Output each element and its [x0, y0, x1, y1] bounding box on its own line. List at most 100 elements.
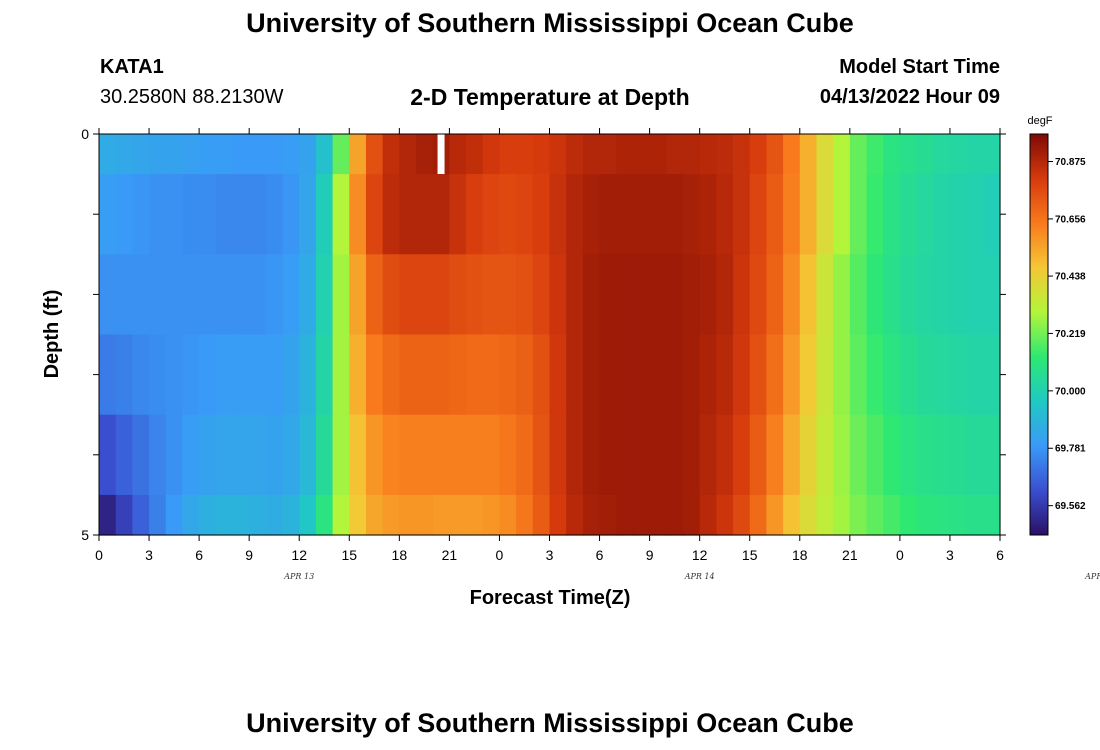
heatmap-cell [499, 334, 517, 416]
heatmap-cell [632, 494, 651, 536]
x-tick-label: 0 [95, 547, 103, 563]
heatmap-cell [449, 414, 467, 496]
heatmap-cell [265, 334, 284, 416]
heatmap-cell [682, 254, 701, 336]
heatmap-cell [199, 134, 217, 175]
heatmap-cell [699, 334, 717, 416]
heatmap-cell [699, 254, 717, 336]
heatmap-cell [315, 174, 334, 255]
heatmap-cell [282, 494, 300, 536]
heatmap-cell [883, 134, 901, 175]
heatmap-cell [499, 494, 517, 536]
colorbar-scale [1029, 133, 1049, 536]
heatmap-cell [349, 494, 367, 536]
heatmap-cell [599, 494, 617, 536]
heatmap-cell [482, 134, 501, 175]
heatmap-cell [182, 174, 200, 255]
heatmap-cell [299, 334, 317, 416]
heatmap-cell [299, 414, 317, 496]
heatmap-cell [165, 494, 184, 536]
heatmap-cell [616, 134, 634, 175]
heatmap-cell [432, 494, 450, 536]
heatmap-cell [682, 134, 701, 175]
heatmap-cell [349, 134, 367, 175]
heatmap-cell [866, 494, 884, 536]
heatmap-cell [349, 254, 367, 336]
heatmap-cell [983, 254, 1001, 336]
heatmap-cell [399, 414, 417, 496]
colorbar-tick-label: 70.219 [1055, 329, 1086, 340]
heatmap-cell [582, 134, 601, 175]
heatmap-cell [749, 254, 768, 336]
heatmap-cell [666, 334, 684, 416]
x-tick-label: 3 [546, 547, 554, 563]
heatmap-cell [165, 134, 184, 175]
x-tick-label: 21 [842, 547, 858, 563]
heatmap-cell [532, 414, 551, 496]
x-axis-ticks: 0 3 6 9 12 15 18 21 0 3 6 9 12 15 18 21 0 3 6 APR 13 APR 14 A… [95, 128, 1100, 581]
heatmap-cell [482, 334, 501, 416]
heatmap-cell [632, 174, 651, 255]
heatmap-cell [632, 134, 651, 175]
heatmap-cell [165, 254, 184, 336]
heatmap-cell [949, 174, 968, 255]
heatmap-cell [766, 414, 784, 496]
heatmap-cell [716, 254, 734, 336]
x-tick-label: 12 [291, 547, 307, 563]
heatmap-cell [632, 414, 651, 496]
chart-subtitle: 2-D Temperature at Depth [410, 84, 690, 110]
heatmap-cell [532, 334, 551, 416]
heatmap-cell [499, 414, 517, 496]
heatmap-cell [682, 414, 701, 496]
heatmap-cell [249, 414, 267, 496]
heatmap-cell [933, 494, 951, 536]
heatmap-cell [215, 174, 234, 255]
heatmap-cell [883, 334, 901, 416]
heatmap-cell [265, 174, 284, 255]
heatmap-cell [616, 494, 634, 536]
heatmap-cell [382, 134, 400, 175]
heatmap-cell [382, 174, 400, 255]
date-label: APR 15 [1084, 572, 1100, 581]
heatmap-cell [149, 134, 167, 175]
heatmap-cell [99, 134, 117, 175]
heatmap-cell [616, 414, 634, 496]
heatmap-cell [582, 494, 601, 536]
heatmap-cell [949, 334, 968, 416]
heatmap-cell [599, 174, 617, 255]
heatmap-cell [849, 494, 868, 536]
heatmap-cell [132, 254, 150, 336]
heatmap-cell [983, 334, 1001, 416]
heatmap-cell [315, 134, 334, 175]
y-axis-ticks: 05 [81, 126, 1006, 543]
heatmap-cell [99, 334, 117, 416]
model-start-value: 04/13/2022 Hour 09 [819, 86, 1000, 108]
heatmap-cell [382, 334, 400, 416]
heatmap-cell [416, 414, 434, 496]
heatmap-cell [482, 414, 501, 496]
heatmap-cell [232, 174, 250, 255]
heatmap-cell [933, 334, 951, 416]
heatmap-cells [99, 134, 1001, 536]
heatmap-cell [215, 414, 234, 496]
heatmap-cell [632, 334, 651, 416]
heatmap-cell [816, 494, 834, 536]
heatmap-cell [232, 414, 250, 496]
heatmap-cell [232, 134, 250, 175]
heatmap-cell [549, 494, 567, 536]
heatmap-cell [249, 134, 267, 175]
y-tick-label: 0 [81, 126, 89, 142]
heatmap-cell [783, 494, 801, 536]
heatmap-cell [766, 134, 784, 175]
heatmap-cell [532, 174, 551, 255]
heatmap-cell [466, 134, 484, 175]
heatmap-cell [849, 134, 868, 175]
heatmap-cell [749, 334, 768, 416]
heatmap-cell [115, 254, 133, 336]
heatmap-cell [783, 174, 801, 255]
heatmap-cell [566, 414, 584, 496]
heatmap-cell [115, 494, 133, 536]
heatmap-cell [349, 414, 367, 496]
heatmap-cell [916, 254, 934, 336]
heatmap-cell [399, 494, 417, 536]
